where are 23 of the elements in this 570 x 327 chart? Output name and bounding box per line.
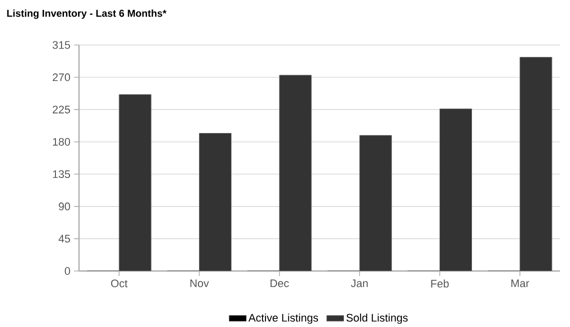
y-tick-label: 45 <box>58 234 70 243</box>
y-tick-label: 90 <box>58 202 70 210</box>
x-tick-label: Nov <box>190 280 209 288</box>
bar <box>520 56 552 271</box>
legend-label: Sold Listings <box>346 314 408 324</box>
x-tick-label: Mar <box>511 280 530 288</box>
bar <box>118 94 152 271</box>
y-tick-label: 315 <box>52 41 70 49</box>
y-tick-label: 135 <box>53 170 70 178</box>
bar <box>279 74 312 271</box>
bar <box>199 132 232 271</box>
x-tick-label: Jan <box>350 280 368 288</box>
bar <box>359 135 392 271</box>
y-tick-label: 270 <box>52 73 70 82</box>
y-tick-label: 180 <box>53 138 70 146</box>
x-tick-label: Dec <box>270 280 289 288</box>
y-tick-label: 0 <box>64 267 70 275</box>
bar <box>440 108 472 271</box>
legend-label: Active Listings <box>248 314 318 324</box>
chart-title: Listing Inventory - Last 6 Months* <box>7 10 166 19</box>
x-tick-label: Oct <box>111 280 128 288</box>
x-tick-label: Feb <box>431 280 449 288</box>
y-tick-label: 225 <box>52 106 70 114</box>
